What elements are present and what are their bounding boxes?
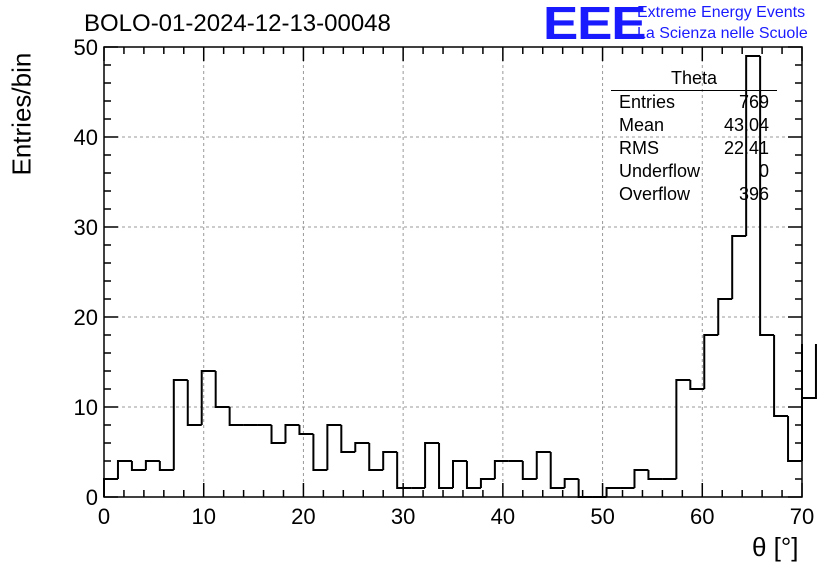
histogram-bin (354, 442, 370, 452)
histogram-bin (200, 370, 216, 425)
run-title: BOLO-01-2024-12-13-00048 (84, 10, 391, 37)
histogram-bin (703, 334, 719, 389)
histogram-bin (521, 461, 537, 480)
histogram-bin (186, 380, 202, 426)
histogram-bin (633, 469, 649, 488)
histogram-bin (284, 424, 300, 443)
histogram-bin (438, 443, 453, 489)
histogram-bin (647, 470, 663, 480)
y-tick-label: 20 (74, 305, 98, 330)
histogram-series (103, 55, 817, 498)
stats-box: Theta Entries 769 Mean 43.04 RMS 22.41 U… (611, 68, 777, 206)
axis-ticks (103, 46, 803, 498)
histogram-bin (130, 461, 146, 471)
stats-label: Underflow (619, 161, 701, 181)
histogram-bin (228, 407, 244, 426)
histogram-bin (577, 479, 593, 498)
histogram-bin (605, 487, 621, 497)
histogram-bin (396, 452, 412, 489)
histogram-bin (340, 425, 356, 453)
histogram-bin (773, 335, 789, 417)
stats-title: Theta (611, 68, 777, 91)
stats-value: 43.04 (723, 115, 769, 135)
x-tick-label: 0 (98, 504, 110, 529)
stats-label: Entries (619, 92, 676, 112)
stats-row-rms: RMS 22.41 (611, 137, 777, 160)
histogram-bin (675, 379, 691, 479)
logo-text-line1: Extreme Energy Events (637, 4, 806, 21)
histogram-bin (759, 56, 775, 336)
tick-labels: 0 10 20 30 40 50 60 70 0 10 20 30 40 50 (74, 35, 815, 529)
stats-value: 396 (738, 184, 769, 204)
x-tick-label: 70 (790, 504, 814, 529)
histogram-bin (452, 460, 467, 488)
histogram-bin (103, 478, 118, 497)
y-tick-label: 0 (86, 485, 98, 510)
histogram-bin (535, 451, 551, 479)
histogram-bin (787, 416, 802, 462)
histogram-bin (549, 452, 565, 489)
x-tick-label: 50 (590, 504, 614, 529)
histogram-bin (424, 442, 440, 488)
x-tick-label: 20 (291, 504, 315, 529)
y-axis-label: Entries/bin (6, 52, 37, 176)
histogram-bin (493, 460, 509, 479)
x-tick-label: 40 (491, 504, 515, 529)
histogram-bin (563, 478, 579, 488)
histogram-bin (158, 461, 174, 471)
y-tick-label: 30 (74, 215, 98, 240)
histogram-bin (368, 443, 384, 471)
x-tick-label: 30 (391, 504, 415, 529)
histogram-bin (689, 380, 705, 390)
eee-logo: EEE (543, 0, 647, 49)
x-tick-label: 10 (191, 504, 215, 529)
stats-value: 22.41 (723, 138, 769, 158)
plot-frame (103, 46, 803, 498)
stats-label: Mean (619, 115, 665, 135)
histogram-bin (298, 425, 314, 435)
histogram-bin (731, 235, 747, 299)
histogram-bin (717, 298, 733, 335)
histogram-bin (172, 379, 188, 470)
y-tick-label: 10 (74, 395, 98, 420)
histogram-bin (144, 460, 160, 470)
histogram-bin (326, 424, 342, 470)
y-tick-label: 40 (74, 125, 98, 150)
stats-value: 769 (738, 92, 769, 112)
stats-row-overflow: Overflow 396 (611, 183, 777, 206)
stats-row-underflow: Underflow 0 (611, 160, 777, 183)
histogram-bin (465, 461, 481, 489)
stats-value: 0 (758, 161, 769, 181)
x-axis-label: θ [°] (752, 532, 799, 562)
histogram-bin (214, 371, 230, 408)
stats-row-mean: Mean 43.04 (611, 114, 777, 137)
logo-text-line2: La Scienza nelle Scuole (637, 25, 808, 42)
histogram-bin (382, 451, 398, 470)
y-tick-label: 50 (74, 35, 98, 60)
stats-label: RMS (619, 138, 659, 158)
stats-row-entries: Entries 769 (611, 91, 777, 114)
histogram-bin (745, 55, 761, 236)
histogram-bin (116, 460, 132, 479)
histogram-bin (270, 425, 286, 444)
x-tick-label: 60 (690, 504, 714, 529)
histogram-bin (312, 434, 328, 471)
stats-label: Overflow (619, 184, 691, 204)
histogram-bin (479, 478, 495, 488)
histogram-bin (802, 344, 817, 399)
